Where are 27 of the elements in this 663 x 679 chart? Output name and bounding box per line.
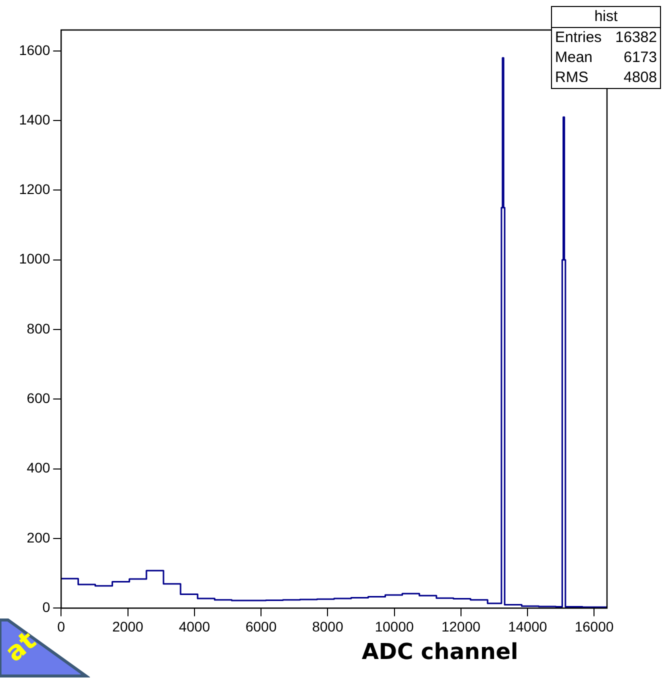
y-tick-label: 800 bbox=[26, 320, 50, 336]
x-tick-label: 6000 bbox=[245, 618, 277, 634]
y-tick-label: 1400 bbox=[18, 111, 50, 128]
x-tick-label: 8000 bbox=[312, 618, 344, 634]
y-tick-label: 1600 bbox=[18, 42, 50, 58]
y-tick-label: 1200 bbox=[18, 181, 50, 198]
y-tick-label: 0 bbox=[42, 599, 50, 616]
y-tick-label: 600 bbox=[26, 390, 50, 406]
x-tick-label: 2000 bbox=[112, 618, 144, 634]
annotation: Entries bbox=[555, 28, 602, 48]
annotation: RMS bbox=[555, 68, 588, 88]
y-tick-label: 200 bbox=[26, 529, 50, 546]
text: 4808 bbox=[624, 68, 657, 88]
x-tick-label: 10000 bbox=[374, 618, 414, 634]
y-tick-label: 400 bbox=[26, 460, 50, 476]
x-tick-label: 12000 bbox=[441, 618, 481, 634]
text: at bbox=[0, 626, 42, 668]
annotation: Mean bbox=[555, 48, 593, 68]
x-tick-label: 0 bbox=[57, 618, 66, 634]
text: hist bbox=[552, 7, 660, 28]
x-tick-label: 14000 bbox=[508, 618, 548, 634]
x-axis-title: ADC channel bbox=[360, 640, 520, 665]
text: 16382 bbox=[615, 28, 657, 48]
x-tick-label: 16000 bbox=[574, 618, 614, 634]
text: 6173 bbox=[624, 48, 657, 68]
x-tick-label: 4000 bbox=[178, 618, 210, 634]
y-tick-label: 1000 bbox=[18, 250, 50, 267]
